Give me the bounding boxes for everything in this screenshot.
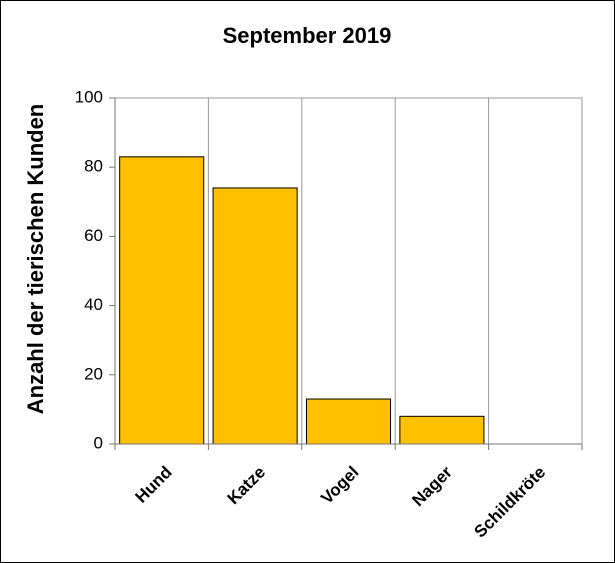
y-tick-label: 60 (84, 226, 103, 245)
y-tick-label: 100 (75, 87, 103, 106)
y-tick-label: 80 (84, 157, 103, 176)
bar (119, 156, 205, 445)
chart-title: September 2019 (223, 23, 392, 48)
y-tick-label: 0 (94, 433, 103, 452)
bar (212, 187, 298, 445)
bar (305, 398, 392, 445)
y-tick-label: 20 (84, 364, 103, 383)
bar (399, 415, 485, 445)
y-axis-label: Anzahl der tierischen Kunden (23, 104, 48, 415)
y-tick-label: 40 (84, 295, 103, 314)
